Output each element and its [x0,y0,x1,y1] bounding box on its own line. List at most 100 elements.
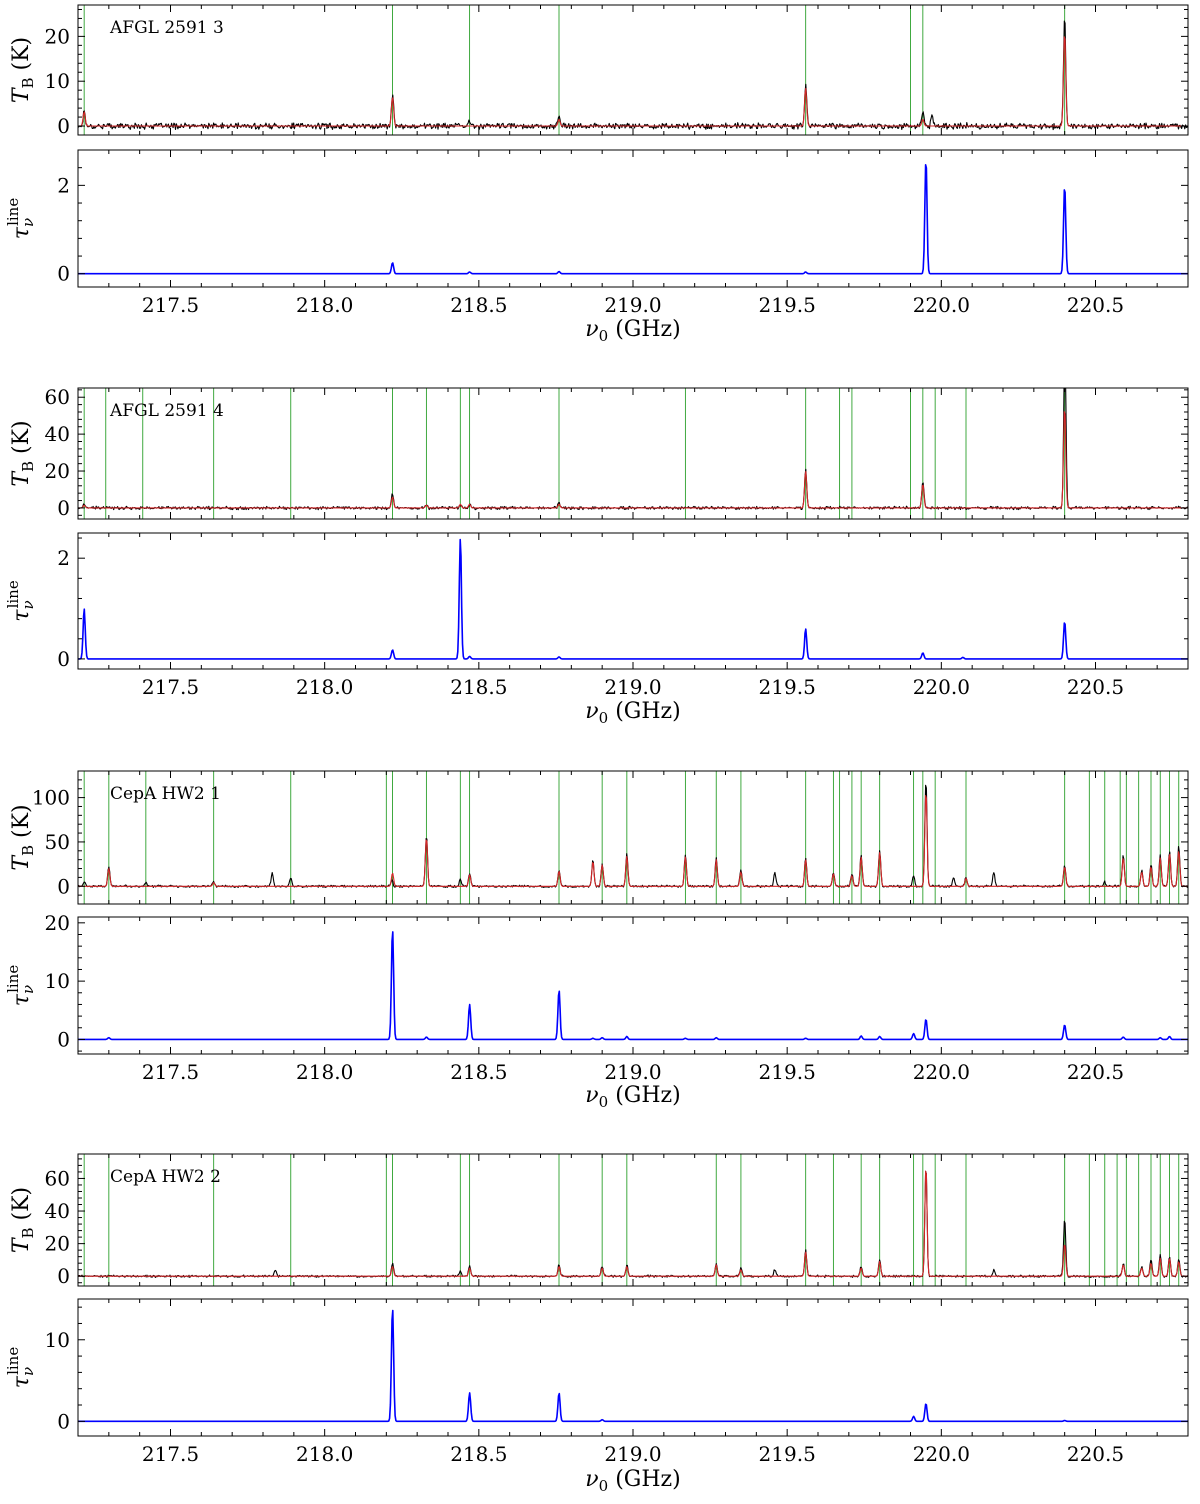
bottom-frame [77,532,1189,670]
y-tick-label: 0 [57,114,70,138]
y-tick-label: 0 [57,647,70,671]
top-plot-area [78,5,1188,135]
x-tick-label: 217.5 [142,1442,199,1466]
x-tick-label: 220.0 [913,675,970,699]
y-tick-label: 0 [57,496,70,520]
bottom-plot-area [78,538,1188,660]
bottom-plot-area [78,164,1188,275]
bottom-frame [77,916,1189,1055]
x-tick-label: 220.0 [913,293,970,317]
x-tick-label: 217.5 [142,1060,199,1084]
y-tick-label: 50 [45,830,70,854]
x-tick-label: 217.5 [142,675,199,699]
x-axis-label: ν0 (GHz) [585,1083,680,1111]
y-axis-label: τνline [4,965,37,1007]
x-tick-label: 219.5 [759,1442,816,1466]
y-tick-label: 10 [45,969,70,993]
y-tick-label: 0 [57,1264,70,1288]
bottom-frame [77,149,1189,288]
x-tick-label: 219.5 [759,675,816,699]
x-axis-label: ν0 (GHz) [585,317,680,345]
panel-title: AFGL 2591 3 [109,18,224,38]
y-tick-label: 20 [45,911,70,935]
y-tick-label: 60 [45,385,70,409]
x-tick-label: 219.0 [604,1442,661,1466]
x-tick-label: 220.0 [913,1060,970,1084]
panel-title: CepA HW2 1 [110,784,221,804]
observed-series [78,1170,1188,1279]
x-tick-label: 220.5 [1067,1060,1124,1084]
x-tick-label: 220.5 [1067,293,1124,317]
y-tick-label: 20 [45,1232,70,1256]
x-tick-label: 218.5 [450,293,507,317]
y-tick-label: 0 [57,874,70,898]
observed-series [78,20,1188,131]
y-tick-label: 2 [57,173,70,197]
x-tick-label: 218.0 [296,1442,353,1466]
top-frame [77,1153,1189,1287]
x-tick-label: 219.0 [604,1060,661,1084]
top-frame [77,4,1189,136]
top-frame [77,770,1189,905]
bottom-frame [77,1298,1189,1437]
y-axis-label: τνline [4,198,37,240]
observed-series [78,388,1188,511]
x-tick-label: 219.5 [759,293,816,317]
top-plot-area [78,388,1188,519]
x-axis-label: ν0 (GHz) [585,1467,680,1495]
y-tick-label: 10 [45,69,70,93]
y-tick-label: 100 [32,786,70,810]
x-tick-label: 219.0 [604,675,661,699]
top-plot-area [78,771,1188,904]
spectrum-group-4: 0 20 40 60 TB (K) 0 10 τνline CepA HW2 2 217.5 218… [4,1153,1189,1495]
y-tick-label: 20 [45,459,70,483]
x-tick-label: 220.0 [913,1442,970,1466]
x-tick-label: 219.5 [759,1060,816,1084]
panel-title: CepA HW2 2 [110,1167,221,1187]
x-tick-label: 217.5 [142,293,199,317]
model-series [78,36,1188,127]
tau-series [78,931,1188,1041]
y-tick-label: 20 [45,24,70,48]
x-tick-label: 218.5 [450,1442,507,1466]
y-tick-label: 10 [45,1328,70,1352]
y-tick-label: 60 [45,1166,70,1190]
top-frame [77,387,1189,520]
spectrum-group-2: 0 20 40 60 TB (K) 0 2 τνline AFGL 2591 4 217.5 218… [4,385,1189,727]
y-tick-label: 0 [57,262,70,286]
observed-series [78,784,1188,889]
y-tick-label: 2 [57,546,70,570]
top-plot-area [78,1154,1188,1286]
tau-series [78,164,1188,275]
x-tick-label: 218.5 [450,675,507,699]
y-tick-label: 40 [45,1199,70,1223]
bottom-plot-area [78,1309,1188,1423]
y-tick-label: 0 [57,1027,70,1051]
y-axis-label: TB (K) [9,37,37,103]
x-axis-label: ν0 (GHz) [585,699,680,727]
y-axis-label: τνline [4,580,37,622]
panel-title: AFGL 2591 4 [109,401,224,421]
model-series [78,794,1188,887]
tau-series [78,1309,1188,1423]
y-axis-label: TB (K) [9,420,37,486]
y-tick-label: 40 [45,422,70,446]
x-tick-label: 219.0 [604,293,661,317]
bottom-plot-area [78,931,1188,1041]
tau-series [78,538,1188,660]
x-tick-label: 218.0 [296,675,353,699]
model-series [78,1170,1188,1277]
x-tick-label: 218.5 [450,1060,507,1084]
x-tick-label: 220.5 [1067,1442,1124,1466]
model-series [78,411,1188,509]
x-tick-label: 218.0 [296,293,353,317]
y-axis-label: TB (K) [9,804,37,870]
x-tick-label: 218.0 [296,1060,353,1084]
y-axis-label: TB (K) [9,1187,37,1253]
y-axis-label: τνline [4,1347,37,1389]
spectrum-group-1: 0 10 20 TB (K) 0 2 τνline AFGL 2591 3 217.5 218.0… [4,4,1189,345]
x-tick-label: 220.5 [1067,675,1124,699]
y-tick-label: 0 [57,1409,70,1433]
